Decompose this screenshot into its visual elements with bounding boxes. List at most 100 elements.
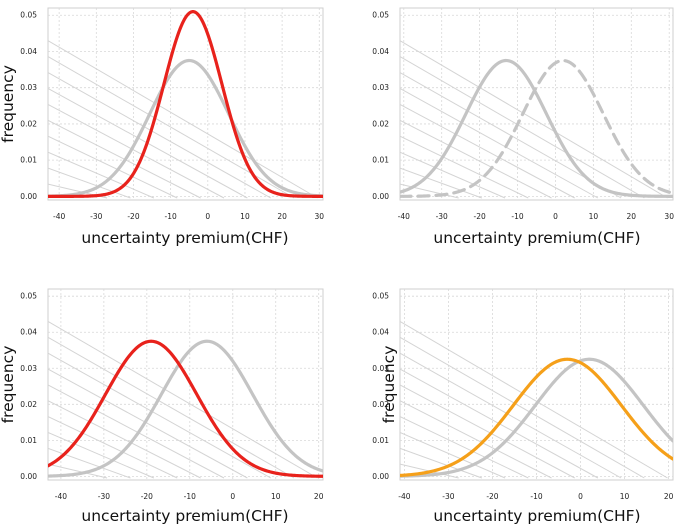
y-tick-label: 0.00	[20, 192, 37, 201]
x-tick-label: -40	[55, 492, 67, 501]
x-tick-label: 20	[277, 212, 287, 221]
x-axis-label: uncertainty premium(CHF)	[433, 229, 640, 247]
fan-line	[48, 103, 225, 199]
fan-line	[48, 321, 318, 479]
fan-line	[48, 40, 318, 199]
fan-line	[48, 463, 108, 479]
fan-line	[400, 416, 529, 479]
series-condition	[400, 357, 673, 478]
series-reference	[48, 339, 323, 478]
x-tick-label: 0	[230, 492, 235, 501]
fan-line	[48, 400, 201, 479]
fan-line	[48, 431, 155, 479]
fan-line	[48, 447, 131, 479]
y-axis-label: frequency	[380, 346, 398, 424]
y-tick-label: 0.03	[372, 83, 389, 92]
x-tick-label: 10	[240, 212, 250, 221]
fan-line	[400, 119, 552, 199]
x-tick-label: -10	[530, 492, 542, 501]
x-tick-label: -20	[127, 212, 139, 221]
fan-lines	[400, 321, 668, 479]
x-tick-label: -20	[474, 212, 486, 221]
fan-line	[48, 416, 178, 479]
x-tick-label: -40	[398, 212, 410, 221]
y-tick-label: 0.02	[372, 400, 389, 409]
x-tick-label: -30	[436, 212, 448, 221]
panel-top-left: -40 -30 -20 -10 0 10 20 30 0.00 0.01 0.02 0.03 0.04 0…	[0, 7, 325, 247]
y-tick-label: 0.02	[20, 119, 37, 128]
x-tick-label: 20	[627, 212, 637, 221]
y-tick-label: 0.00	[372, 472, 389, 481]
y-tick-label: 0.01	[20, 436, 37, 445]
x-tick-label: -10	[165, 212, 177, 221]
x-tick-label: 30	[315, 212, 325, 221]
y-tick-label: 0.05	[372, 11, 389, 20]
fan-line	[400, 167, 483, 199]
plot-frame	[399, 7, 674, 201]
fan-lines	[48, 321, 318, 479]
series-condition	[48, 339, 323, 478]
fan-line	[400, 56, 645, 199]
x-tick-label: -40	[398, 492, 410, 501]
fan-line	[48, 384, 225, 479]
x-axis-label: uncertainty premium(CHF)	[81, 507, 288, 525]
plot-area	[48, 10, 323, 199]
fan-line	[48, 135, 178, 199]
fan-line	[400, 431, 506, 479]
x-axis-label: uncertainty premium(CHF)	[433, 507, 640, 525]
y-tick-label: 0.05	[20, 292, 37, 301]
y-tick-label: 0.00	[20, 472, 37, 481]
y-tick-label: 0.03	[20, 364, 37, 373]
plot-area	[400, 321, 673, 479]
x-tick-label: 20	[314, 492, 324, 501]
y-tick-label: 0.05	[372, 292, 389, 301]
fan-line	[400, 183, 459, 199]
y-tick-label: 0.03	[20, 83, 37, 92]
x-tick-label: 20	[664, 492, 674, 501]
fan-line	[400, 151, 506, 199]
x-tick-label: -30	[98, 492, 110, 501]
fan-line	[48, 151, 155, 199]
x-tick-label: 30	[664, 212, 674, 221]
fan-line	[48, 56, 295, 199]
fan-line	[400, 384, 575, 479]
fan-line	[400, 400, 552, 479]
y-tick-label: 0.00	[372, 192, 389, 201]
y-tick-label: 0.03	[372, 364, 389, 373]
fan-line	[400, 336, 645, 479]
y-tick-label: 0.05	[20, 11, 37, 20]
x-tick-label: 10	[589, 212, 599, 221]
x-axis-label: uncertainty premium(CHF)	[81, 229, 288, 247]
series-condition	[48, 10, 323, 198]
x-tick-label: 10	[271, 492, 281, 501]
panel-bottom-right: -40 -30 -20 -10 0 10 20 0.00 0.01 0.02 0.03 0.04 0.0…	[372, 288, 674, 525]
fan-line	[400, 352, 622, 479]
x-tick-label: -10	[511, 212, 523, 221]
fan-line	[48, 368, 248, 479]
y-tick-label: 0.01	[372, 156, 389, 165]
fan-line	[400, 135, 529, 199]
plot-frame	[47, 288, 324, 481]
y-axis-label: frequency	[0, 65, 17, 143]
y-tick-label: 0.04	[372, 328, 389, 337]
x-tick-label: 10	[620, 492, 630, 501]
y-tick-label: 0.01	[372, 436, 389, 445]
plot-frame	[47, 7, 324, 201]
x-tick-label: -40	[53, 212, 65, 221]
fan-line	[400, 40, 668, 199]
plot-area	[400, 40, 673, 199]
fan-lines	[400, 40, 668, 199]
plot-area	[48, 321, 323, 479]
panel-bottom-left: -40 -30 -20 -10 0 10 20 0.00 0.01 0.02 0.03 0.04 0.0…	[0, 288, 324, 525]
series-shifted	[400, 58, 673, 198]
y-tick-label: 0.04	[20, 47, 37, 56]
fan-line	[400, 447, 483, 479]
series-reference	[48, 58, 323, 198]
y-tick-label: 0.01	[20, 156, 37, 165]
x-tick-label: -20	[486, 492, 498, 501]
y-tick-label: 0.04	[20, 328, 37, 337]
x-tick-label: 0	[553, 212, 558, 221]
fan-lines	[48, 40, 318, 199]
y-tick-label: 0.02	[20, 400, 37, 409]
